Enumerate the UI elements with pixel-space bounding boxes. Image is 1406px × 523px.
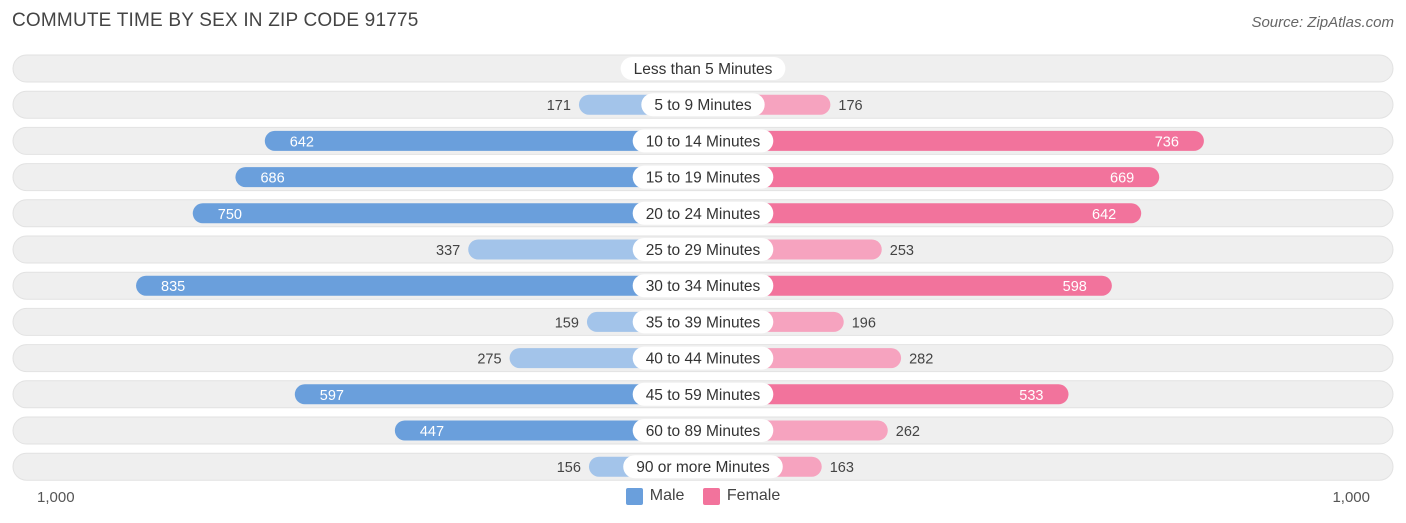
male-bar [136,275,703,296]
female-value-label: 262 [896,424,920,440]
female-bar [703,384,1069,405]
male-bar [294,384,703,405]
category-label: 40 to 44 Minutes [646,351,761,368]
female-value-label: 253 [890,243,914,259]
category-pill [632,201,774,225]
category-label: Less than 5 Minutes [634,61,773,78]
male-value-label: 597 [320,388,344,404]
male-value-label: 159 [555,315,579,331]
male-value-label: 337 [436,243,460,259]
female-value-label: 598 [1063,279,1087,295]
axis-left-label: 1,000 [37,489,75,506]
category-label: 10 to 14 Minutes [646,133,761,150]
male-bar [235,167,704,188]
female-value-label: 533 [1019,388,1043,404]
category-label: 25 to 29 Minutes [646,242,761,259]
legend-label-female: Female [726,487,781,504]
male-value-label: 156 [557,460,581,476]
category-pill [632,346,774,370]
male-value-label: 447 [420,424,444,440]
category-pill [632,129,774,153]
legend-swatch-female [702,487,720,505]
male-bar [394,420,703,441]
male-value-label: 171 [547,98,571,114]
female-bar [703,167,1160,188]
category-label: 15 to 19 Minutes [646,170,761,187]
female-value-label: 176 [838,98,862,114]
male-value-label: 642 [290,134,314,150]
male-bar [264,130,703,151]
axis-right-label: 1,000 [1332,489,1370,506]
female-value-label: 163 [830,460,854,476]
category-label: 60 to 89 Minutes [646,423,761,440]
female-bar [703,275,1112,296]
category-pill [632,238,774,261]
male-value-label: 275 [477,352,501,368]
legend-label-male: Male [649,487,685,504]
legend-item-female: Female [702,487,781,505]
female-bar [703,203,1142,224]
category-label: 30 to 34 Minutes [646,278,761,295]
male-value-label: 686 [260,171,284,187]
category-pill [641,93,765,117]
source-credit: Source: ZipAtlas.com [1251,14,1394,31]
female-value-label: 669 [1110,171,1134,187]
category-label: 35 to 39 Minutes [646,314,761,331]
category-label: 20 to 24 Minutes [646,206,761,223]
category-pill [632,274,774,298]
male-value-label: 835 [161,279,185,295]
female-value-label: 642 [1092,207,1116,223]
female-value-label: 282 [909,352,933,368]
category-label: 90 or more Minutes [636,459,770,476]
category-pill [632,165,774,189]
female-value-label: 736 [1155,134,1179,150]
female-value-label: 196 [852,315,876,331]
chart-title: COMMUTE TIME BY SEX IN ZIP CODE 91775 [12,10,419,31]
legend-item-male: Male [625,487,685,505]
category-pill [632,310,774,334]
legend: Male Female [0,487,1406,510]
female-bar [703,130,1204,151]
category-label: 45 to 59 Minutes [646,387,761,404]
category-pill [632,419,774,442]
male-bar [192,203,703,224]
category-pill [620,57,786,80]
category-label: 5 to 9 Minutes [654,97,752,114]
category-pill [623,455,783,479]
male-value-label: 750 [218,207,242,223]
legend-swatch-male [625,487,643,505]
category-pill [632,382,774,406]
